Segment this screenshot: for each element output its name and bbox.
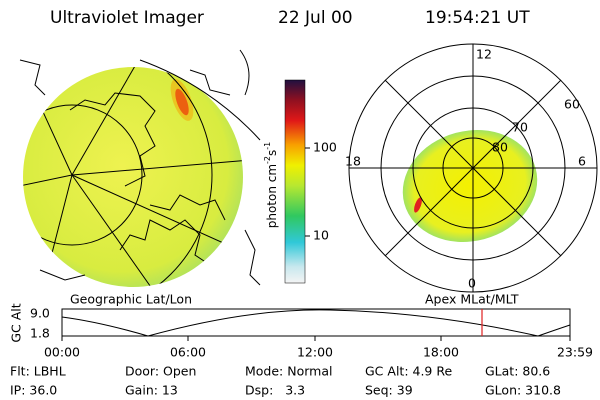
- alt-xtick: 12:00: [297, 345, 333, 360]
- polar-plot: 12 18 6 0 60 70 80: [345, 43, 598, 293]
- alt-tick: 1.8: [30, 326, 50, 341]
- mlt-label: 0: [468, 276, 476, 291]
- mlat-label: 70: [512, 120, 528, 135]
- footer: Flt: LBHL Door: Open Mode: Normal GC Alt…: [10, 364, 561, 398]
- geographic-image: [19, 49, 261, 287]
- alt-tick: 9.0: [30, 306, 50, 321]
- field: GLon: 310.8: [485, 383, 561, 398]
- mlt-label: 12: [476, 47, 492, 62]
- alt-xtick: 06:00: [170, 345, 206, 360]
- title: Ultraviolet Imager: [50, 8, 204, 28]
- field: Flt: LBHL: [10, 364, 66, 379]
- panel-label: Geographic Lat/Lon: [70, 292, 192, 307]
- mlt-label: 6: [578, 154, 586, 169]
- field: Gain: 13: [125, 383, 178, 398]
- time: 19:54:21 UT: [425, 8, 530, 28]
- colorbar: [284, 79, 306, 284]
- mlt-label: 18: [345, 154, 361, 169]
- altitude-plot: 9.0 1.8 GC Alt 00:00 06:00 12:00 18:00 2…: [9, 303, 594, 359]
- field: IP: 36.0: [10, 383, 57, 398]
- field: Seq: 39: [365, 383, 413, 398]
- alt-xtick: 18:00: [423, 345, 459, 360]
- colorbar-tick: 100: [313, 140, 337, 155]
- field: Mode: Normal: [245, 364, 332, 379]
- field: Door: Open: [125, 364, 196, 379]
- mlat-label: 80: [492, 140, 508, 155]
- alt-xtick: 23:59: [557, 345, 593, 360]
- alt-xtick: 00:00: [44, 345, 80, 360]
- colorbar-label: photon cm-2s-1: [263, 142, 279, 229]
- colorbar-tick: 10: [313, 228, 329, 243]
- field: GC Alt: 4.9 Re: [365, 364, 452, 379]
- date: 22 Jul 00: [278, 8, 353, 28]
- alt-ylabel: GC Alt: [9, 303, 24, 342]
- mlat-label: 60: [564, 97, 580, 112]
- field: Dsp: 3.3: [245, 383, 305, 398]
- panel-label: Apex MLat/MLT: [425, 292, 519, 307]
- field: GLat: 80.6: [485, 364, 550, 379]
